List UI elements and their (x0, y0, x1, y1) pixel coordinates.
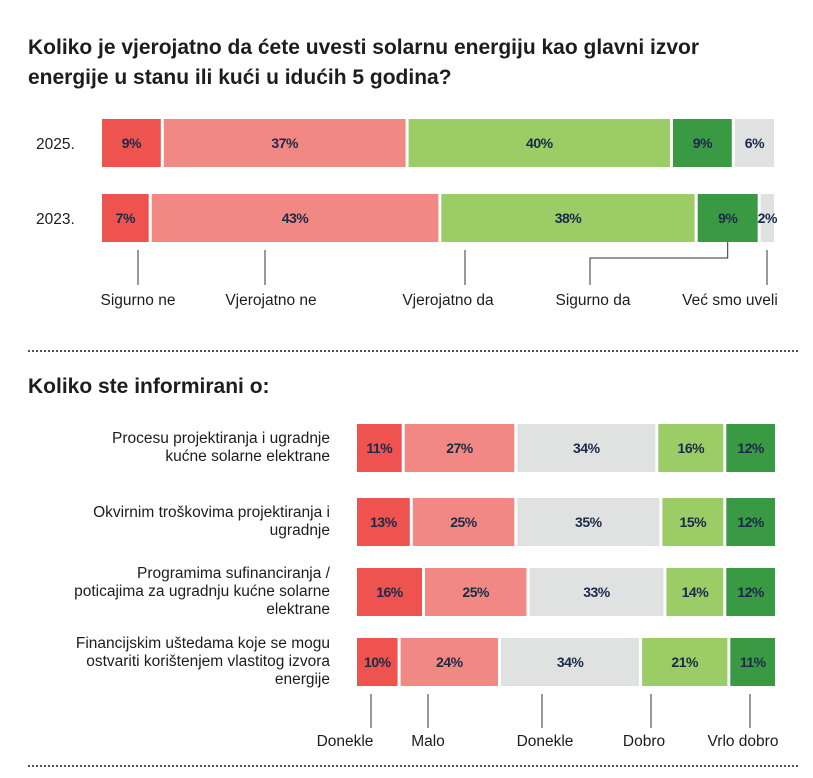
chart2-bar-r0-s1 (404, 424, 515, 472)
chart2-bar-r3-s3 (642, 638, 728, 686)
chart1-bar-label-r1-s3: 9% (718, 210, 738, 226)
chart1-bar-label-r0-s0: 9% (122, 135, 142, 151)
chart2-bar-label-r3-s1: 24% (436, 654, 464, 670)
chart2-legend-label-2: Donekle (517, 733, 574, 750)
chart1-title: Koliko je vjerojatno da ćete uvesti sola… (28, 36, 700, 89)
chart1-bar-r1-s4 (760, 194, 774, 242)
chart2-category-line: Okvirnim troškovima projektiranja i (93, 504, 330, 521)
chart1-bar-label-r0-s4: 6% (745, 135, 765, 151)
chart2-bar-label-r1-s1: 25% (450, 514, 478, 530)
chart2-bar-label-r0-s0: 11% (366, 440, 393, 456)
chart2-bar-label-r1-s3: 15% (680, 514, 708, 530)
chart1-bar-r1-s0 (102, 194, 149, 242)
chart2-category-line: Procesu projektiranja i ugradnje (112, 430, 330, 447)
chart2-bar-label-r2-s0: 16% (376, 584, 404, 600)
chart2-bar-r3-s0 (357, 638, 398, 686)
chart2-bar-label-r1-s2: 35% (575, 514, 603, 530)
chart2-category-line: kućne solarne elektrane (165, 448, 330, 465)
chart2-bar-r3-s4 (730, 638, 775, 686)
chart2-category-line: ostvariti korištenjem vlastitog izvora (86, 653, 330, 670)
chart2-bar-r2-s1 (425, 568, 527, 616)
chart1-bar-r0-s1 (163, 119, 406, 167)
chart2-bar-label-r3-s4: 11% (740, 654, 767, 670)
chart2-bar-r1-s0 (357, 498, 410, 546)
chart2-category-line: ugradnje (269, 522, 330, 539)
chart1-bar-r1-s1 (151, 194, 439, 242)
chart1-bar-r1-s2 (441, 194, 695, 242)
chart2-legend-label-3: Dobro (623, 733, 665, 750)
chart2-bar-label-r2-s2: 33% (583, 584, 611, 600)
chart2-bar-label-r3-s2: 34% (557, 654, 585, 670)
chart2-category-line: Programima sufinanciranja / (137, 565, 330, 582)
chart2-bar-label-r3-s3: 21% (671, 654, 699, 670)
chart2-legend-label-1: Malo (411, 733, 445, 750)
chart1-legend-label-4: Već smo uveli (682, 292, 778, 309)
chart1-bar-r0-s2 (408, 119, 670, 167)
chart1-row-label-0: 2025. (36, 136, 75, 153)
chart1-legend-label-1: Vjerojatno ne (225, 292, 316, 309)
chart1-bar-label-r0-s1: 37% (271, 135, 299, 151)
chart2-bar-r3-s2 (501, 638, 639, 686)
chart2-category-line: poticajima za ugradnju kućne solarne (74, 583, 330, 600)
chart2-category-label-3: Financijskim uštedama koje se mogu ostvar… (20, 635, 330, 689)
chart1-bar-label-r0-s2: 40% (526, 135, 554, 151)
chart2-bar-r2-s4 (726, 568, 775, 616)
chart1-bar-label-r0-s3: 9% (693, 135, 713, 151)
chart2-bar-label-r2-s1: 25% (462, 584, 490, 600)
chart2-bar-r2-s2 (529, 568, 664, 616)
chart1-bar-r1-s3 (697, 194, 758, 242)
divider-top (28, 350, 798, 352)
chart1-bar-r0-s0 (102, 119, 161, 167)
chart2-category-line: Financijskim uštedama koje se mogu (75, 635, 330, 652)
chart2-bar-label-r0-s2: 34% (573, 440, 601, 456)
chart2-category-line: energije (274, 671, 330, 688)
chart1-bar-label-r1-s4: 2% (758, 210, 778, 226)
chart1-bar-label-r1-s1: 43% (282, 210, 310, 226)
chart2-bar-label-r0-s4: 12% (737, 440, 765, 456)
chart2-bar-label-r0-s3: 16% (678, 440, 706, 456)
chart2-bar-label-r1-s0: 13% (370, 514, 398, 530)
chart2-title: Koliko ste informirani o: (28, 375, 270, 398)
chart2-bar-label-r1-s4: 12% (737, 514, 765, 530)
chart1-legend-label-2: Vjerojatno da (402, 292, 494, 309)
chart1-row-label-1: 2023. (36, 211, 75, 228)
chart2-bar-r2-s0 (357, 568, 422, 616)
chart2-legend-label-4: Vrlo dobro (708, 733, 779, 750)
chart2-bar-label-r0-s1: 27% (446, 440, 474, 456)
chart2-category-label-0: Procesu projektiranja i ugradnje kućne so… (20, 430, 330, 466)
chart2-legend-label-0: Donekle (317, 733, 374, 750)
chart2-bar-r2-s3 (666, 568, 724, 616)
chart2-bar-label-r2-s4: 12% (737, 584, 765, 600)
chart1-legend-connector-3 (589, 242, 729, 285)
chart2-bar-label-r2-s3: 14% (682, 584, 710, 600)
chart2-bar-r1-s3 (662, 498, 724, 546)
chart2-bar-r0-s0 (357, 424, 402, 472)
chart2-bar-r0-s4 (726, 424, 775, 472)
chart1-legend-label-0: Sigurno ne (101, 292, 176, 309)
chart1-bar-label-r1-s2: 38% (555, 210, 583, 226)
chart1-bar-label-r1-s0: 7% (116, 210, 136, 226)
chart1-bar-r0-s4 (734, 119, 774, 167)
chart1-bar-r0-s3 (673, 119, 732, 167)
chart2-bar-r1-s2 (517, 498, 660, 546)
chart2-bar-label-r3-s0: 10% (364, 654, 392, 670)
chart1-legend-label-3: Sigurno da (556, 292, 631, 309)
chart2-bar-r3-s1 (400, 638, 498, 686)
chart2-bar-r0-s2 (517, 424, 656, 472)
chart2-category-label-1: Okvirnim troškovima projektiranja i ugrad… (20, 504, 330, 540)
chart2-bar-r1-s4 (726, 498, 775, 546)
divider-bottom (28, 765, 798, 767)
chart2-bar-r0-s3 (658, 424, 724, 472)
chart2-category-line: elektrane (266, 601, 330, 618)
chart2-category-label-2: Programima sufinanciranja / poticajima za… (20, 565, 330, 619)
chart2-bar-r1-s1 (412, 498, 515, 546)
